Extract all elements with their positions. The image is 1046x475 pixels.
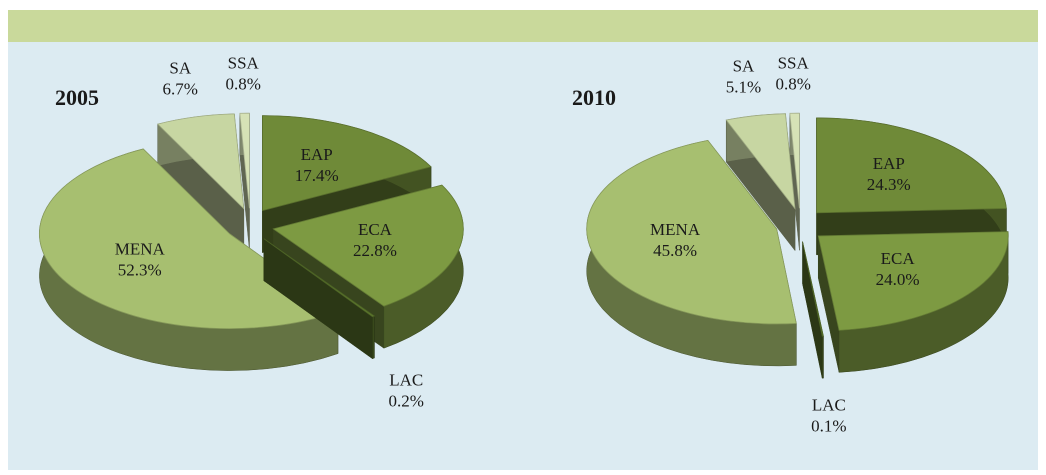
slice-label: MENA xyxy=(650,220,701,239)
slice-value-label: 24.3% xyxy=(867,175,911,194)
slice-top xyxy=(272,184,464,307)
slice-top xyxy=(263,238,376,318)
slice-value-label: 52.3% xyxy=(118,260,162,279)
slice-top xyxy=(586,139,797,325)
pie-slice xyxy=(725,113,796,252)
slice-label: LAC xyxy=(389,371,423,390)
slice-value-label: 45.8% xyxy=(653,241,697,260)
slice-label: ECA xyxy=(358,220,393,239)
slice-top xyxy=(239,112,250,209)
pie-slice xyxy=(263,238,376,360)
pie-slice xyxy=(586,139,797,367)
slice-value-label: 0.1% xyxy=(811,416,846,435)
chart-title: 2010 xyxy=(572,85,616,110)
slice-value-label: 22.8% xyxy=(353,241,397,260)
slice-value-label: 17.4% xyxy=(295,166,339,185)
pie-slice xyxy=(789,112,800,251)
slice-label: MENA xyxy=(115,239,166,258)
slice-top xyxy=(262,115,432,212)
pie-slice xyxy=(239,112,250,251)
slice-top xyxy=(817,231,1009,331)
slice-label: SA xyxy=(733,57,755,76)
slice-label: SSA xyxy=(778,54,810,73)
slice-label: ECA xyxy=(881,249,916,268)
pie-slice xyxy=(802,241,824,379)
slice-top xyxy=(156,113,245,210)
slice-label: EAP xyxy=(873,154,905,173)
slice-label: LAC xyxy=(812,395,846,414)
slice-label: SSA xyxy=(228,54,260,73)
slice-value-label: 0.2% xyxy=(389,392,424,411)
slice-value-label: 5.1% xyxy=(726,78,761,97)
slice-top xyxy=(802,241,824,337)
slice-top xyxy=(725,113,796,210)
slice-label: SA xyxy=(169,58,191,77)
slice-value-label: 0.8% xyxy=(225,75,260,94)
pie-slice xyxy=(817,231,1009,373)
slice-top xyxy=(816,117,1007,214)
slice-top xyxy=(39,148,339,330)
slice-value-label: 24.0% xyxy=(876,270,920,289)
slice-value-label: 6.7% xyxy=(163,79,198,98)
header-band xyxy=(8,10,1038,42)
chart-title: 2005 xyxy=(55,85,99,110)
slice-side xyxy=(821,335,824,379)
slice-top xyxy=(789,112,800,209)
pie-slice xyxy=(156,113,245,252)
slice-side xyxy=(372,315,375,360)
slice-value-label: 0.8% xyxy=(775,75,810,94)
slice-label: EAP xyxy=(301,145,333,164)
